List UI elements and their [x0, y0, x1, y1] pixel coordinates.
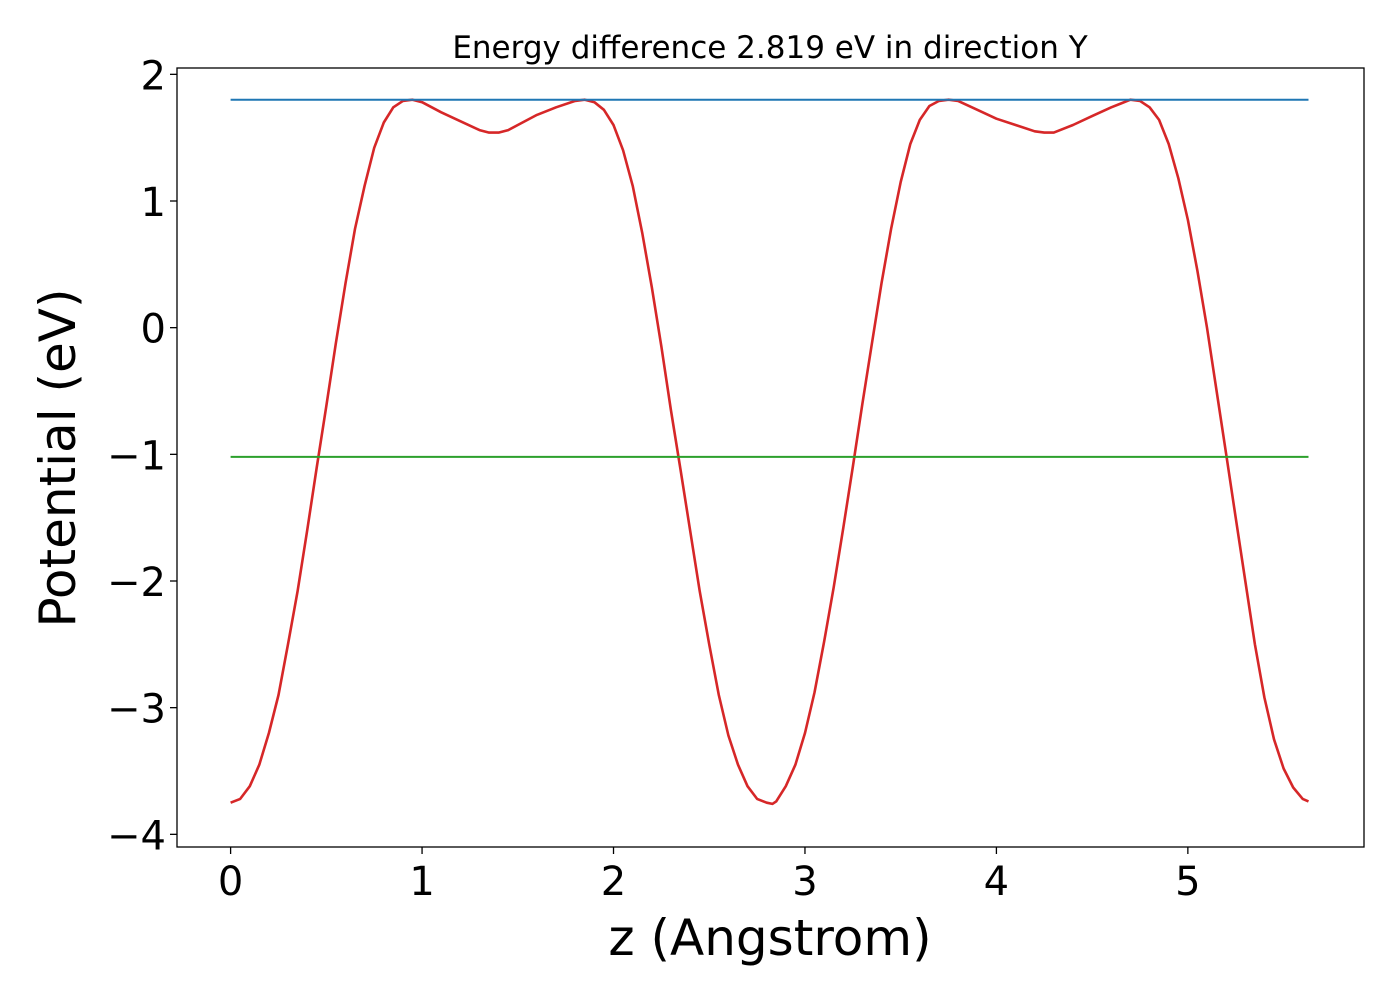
x-tick-label: 5 — [1175, 859, 1200, 905]
series-layer — [230, 98, 1310, 806]
y-axis-label: Potential (eV) — [29, 289, 87, 628]
x-tick-label: 1 — [409, 859, 434, 905]
x-tick-label: 0 — [218, 859, 243, 905]
x-tick-label: 2 — [601, 859, 626, 905]
x-axis-label: z (Angstrom) — [608, 909, 931, 967]
x-tick-label: 3 — [792, 859, 817, 905]
y-tick-label: −2 — [107, 560, 166, 606]
x-tick-label: 4 — [984, 859, 1009, 905]
plot-frame — [176, 67, 1365, 848]
y-tick-label: 1 — [141, 180, 166, 226]
chart-title: Energy difference 2.819 eV in direction … — [452, 30, 1087, 66]
y-tick-label: −4 — [107, 813, 166, 859]
y-tick-label: 0 — [141, 307, 166, 353]
y-tick-label: −3 — [107, 687, 166, 733]
y-tick-label: −1 — [107, 433, 166, 479]
x-axis-ticks: 0 1 2 3 4 5 — [218, 847, 1201, 905]
series-line-0 — [230, 98, 1310, 806]
y-axis-ticks: −4 −3 −2 −1 0 1 2 — [107, 53, 177, 859]
y-tick-label: 2 — [141, 53, 166, 99]
